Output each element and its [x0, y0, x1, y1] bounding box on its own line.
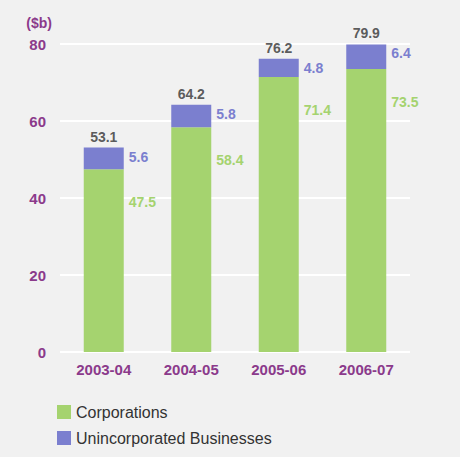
svg-text:60: 60 [29, 113, 46, 130]
svg-text:Corporations: Corporations [76, 404, 168, 421]
svg-text:53.1: 53.1 [90, 129, 117, 145]
svg-text:2006-07: 2006-07 [339, 361, 394, 378]
svg-text:2004-05: 2004-05 [164, 361, 219, 378]
svg-text:79.9: 79.9 [353, 25, 380, 41]
svg-text:47.5: 47.5 [129, 194, 156, 210]
svg-text:76.2: 76.2 [265, 40, 292, 56]
svg-text:Unincorporated Businesses: Unincorporated Businesses [76, 430, 272, 447]
svg-text:71.4: 71.4 [304, 102, 331, 118]
svg-text:5.8: 5.8 [216, 106, 236, 122]
svg-text:2005-06: 2005-06 [251, 361, 306, 378]
svg-text:2003-04: 2003-04 [76, 361, 132, 378]
svg-text:80: 80 [29, 36, 46, 53]
svg-text:5.6: 5.6 [129, 149, 149, 165]
svg-text:58.4: 58.4 [216, 152, 243, 168]
svg-text:64.2: 64.2 [178, 86, 205, 102]
svg-text:6.4: 6.4 [391, 45, 411, 61]
svg-text:($b): ($b) [26, 15, 52, 31]
svg-text:20: 20 [29, 267, 46, 284]
svg-text:0: 0 [38, 344, 46, 361]
svg-text:73.5: 73.5 [391, 94, 418, 110]
svg-text:40: 40 [29, 190, 46, 207]
svg-text:4.8: 4.8 [304, 60, 324, 76]
